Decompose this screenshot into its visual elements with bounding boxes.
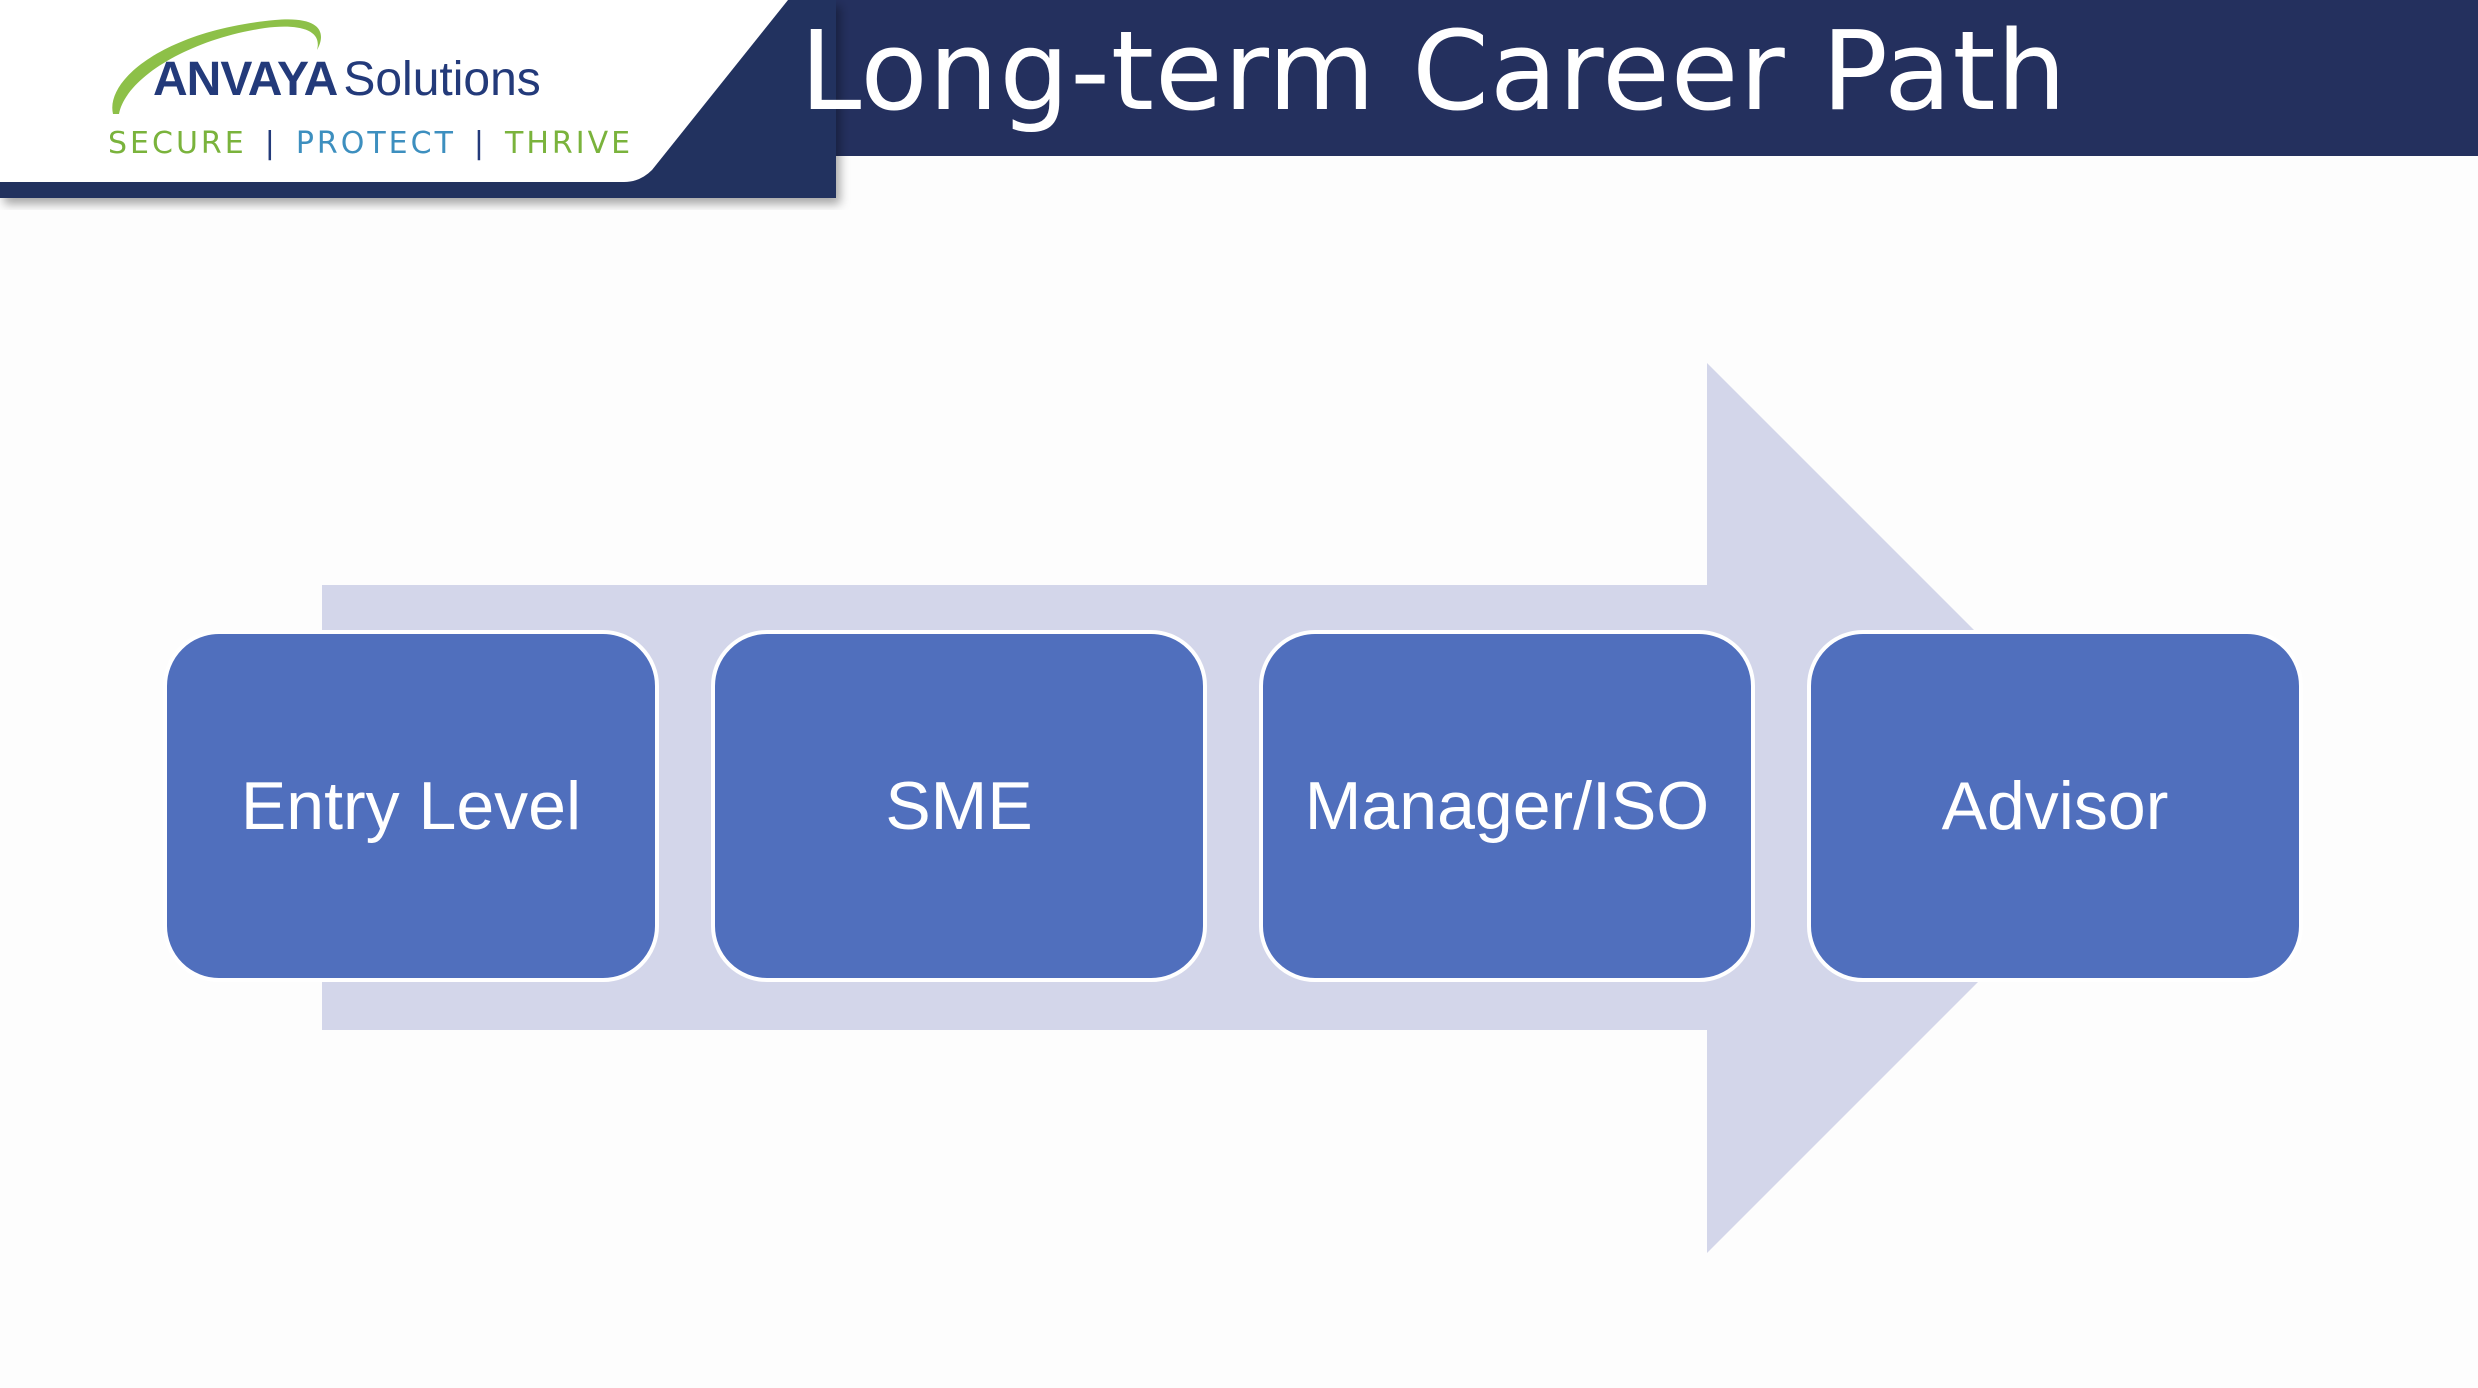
logo-brand-suffix: Solutions xyxy=(343,53,541,106)
tagline-secure: SECURE xyxy=(108,126,247,161)
header-band xyxy=(0,0,2478,198)
tagline-separator: | xyxy=(264,126,278,161)
logo-tagline: SECURE | PROTECT | THRIVE xyxy=(108,126,633,161)
step-sme: SME xyxy=(711,630,1207,982)
step-label: Entry Level xyxy=(240,768,582,844)
logo-wordmark: ANVAYA Solutions xyxy=(153,52,541,107)
step-label: Manager/ISO xyxy=(1304,768,1710,844)
step-label: SME xyxy=(885,768,1033,844)
company-logo: ANVAYA Solutions SECURE | PROTECT | THRIVE xyxy=(105,10,630,161)
tagline-separator: | xyxy=(473,126,488,161)
tagline-thrive: THRIVE xyxy=(505,126,634,161)
arrow-shape xyxy=(322,363,2152,1253)
tagline-protect: PROTECT xyxy=(295,126,456,161)
step-label: Advisor xyxy=(1941,768,2169,844)
step-manager-iso: Manager/ISO xyxy=(1259,630,1755,982)
step-advisor: Advisor xyxy=(1807,630,2303,982)
slide-title: Long-term Career Path xyxy=(800,7,2068,135)
logo-swoosh-icon xyxy=(112,19,321,115)
step-entry-level: Entry Level xyxy=(163,630,659,982)
logo-brand: ANVAYA xyxy=(153,53,338,106)
